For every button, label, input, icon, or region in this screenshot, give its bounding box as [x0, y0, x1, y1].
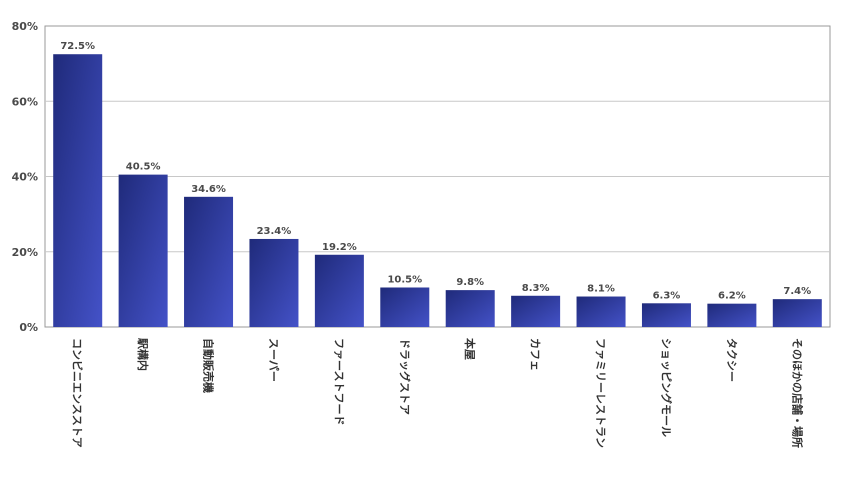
x-category-label: タクシー: [725, 338, 738, 382]
x-category-label: ショッピングモール: [659, 338, 673, 437]
y-tick-label: 80%: [12, 20, 38, 33]
bar: [380, 287, 430, 327]
bar-value-label: 34.6%: [191, 184, 226, 195]
bar-value-label: 23.4%: [257, 226, 292, 237]
bar-value-label: 6.2%: [718, 291, 746, 302]
bar: [53, 54, 103, 327]
bar-value-label: 8.1%: [587, 284, 615, 295]
data-labels: 72.5% 40.5% 34.6% 23.4% 19.2% 10.5% 9.8% 8.3% 8.…: [60, 41, 811, 301]
x-category-label: 駅構内: [136, 337, 150, 371]
x-category-label: カフェ: [529, 338, 542, 371]
bars: [53, 54, 822, 327]
bar: [249, 238, 299, 327]
bar: [511, 295, 561, 327]
y-tick-label: 0%: [19, 321, 38, 334]
x-category-label: ドラッグストア: [398, 338, 412, 415]
bar-value-label: 19.2%: [322, 242, 357, 253]
y-tick-label: 60%: [12, 95, 38, 108]
bar: [641, 303, 691, 327]
bar-value-label: 6.3%: [653, 290, 681, 301]
bar: [772, 299, 822, 327]
bar: [314, 254, 364, 327]
bar-value-label: 10.5%: [387, 274, 422, 285]
gridlines: [45, 100, 830, 253]
y-axis-ticks: 0% 20% 40% 60% 80%: [12, 20, 38, 334]
x-category-label: スーパー: [267, 338, 280, 382]
bar-value-label: 8.3%: [522, 283, 550, 294]
bar: [118, 174, 168, 327]
x-category-label: コンビニエンスストア: [71, 338, 85, 448]
x-category-label: 自動販売機: [202, 338, 216, 393]
bar: [445, 290, 495, 327]
y-tick-label: 40%: [12, 171, 38, 184]
bar-value-label: 72.5%: [60, 41, 95, 52]
x-category-label: ファーストフード: [332, 338, 345, 425]
bar: [184, 196, 234, 327]
x-axis-category-labels: コンビニエンスストア 駅構内 自動販売機 スーパー ファーストフード ドラッグストア 本屋 カ…: [71, 337, 805, 448]
bar: [576, 296, 626, 327]
x-category-label: 本屋: [463, 338, 477, 360]
bar: [707, 303, 757, 327]
bar-value-label: 7.4%: [783, 286, 811, 297]
y-tick-label: 20%: [12, 246, 38, 259]
x-category-label: ファミリーレストラン: [594, 338, 607, 448]
bar-value-label: 9.8%: [456, 277, 484, 288]
bar-value-label: 40.5%: [126, 162, 161, 173]
x-category-label: そのほかの店舗・場所: [790, 338, 804, 448]
